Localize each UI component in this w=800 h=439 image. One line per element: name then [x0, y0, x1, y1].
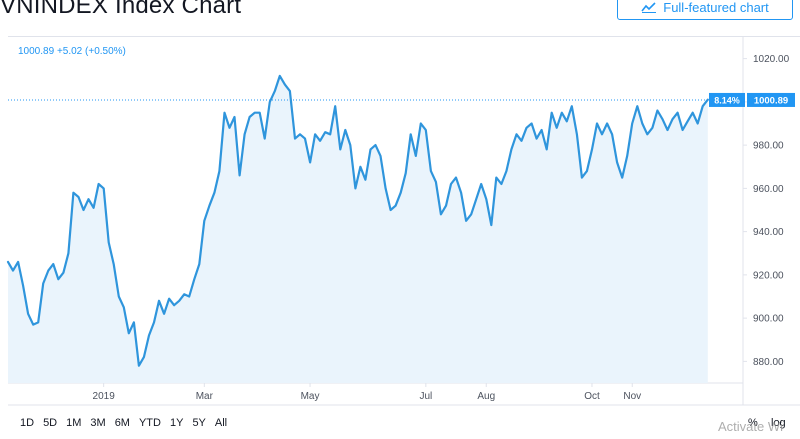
page-title: VNINDEX Index Chart: [0, 0, 242, 19]
x-tick-label-aug: Aug: [477, 391, 495, 402]
chart-frame: [8, 36, 800, 439]
last-percent-bg: [709, 92, 745, 107]
x-tick-label-may: May: [301, 391, 320, 402]
y-tick-label-900: 900.00: [753, 314, 784, 325]
range-6m-button[interactable]: 6M: [114, 417, 130, 429]
range-1m-button[interactable]: 1M: [66, 417, 82, 429]
range-5y-button[interactable]: 5Y: [192, 417, 206, 429]
range-all-button[interactable]: All: [214, 417, 228, 429]
range-selector: 1D 5D 1M 3M 6M YTD 1Y 5Y All: [20, 417, 236, 429]
y-tick-label-920: 920.00: [753, 270, 784, 281]
log-scale-button[interactable]: log: [771, 417, 786, 429]
x-tick-label-oct: Oct: [584, 391, 600, 402]
legend-value: 1000.89: [18, 46, 55, 57]
y-tick-label-940: 940.00: [753, 227, 784, 238]
full-featured-chart-button[interactable]: Full-featured chart: [617, 0, 793, 20]
x-tick-label-2019: 2019: [93, 391, 116, 402]
y-tick-label-1020: 1020.00: [753, 54, 790, 65]
y-tick-label-880: 880.00: [753, 357, 784, 368]
x-tick-label-nov: Nov: [623, 391, 641, 402]
range-1y-button[interactable]: 1Y: [169, 417, 184, 429]
range-3m-button[interactable]: 3M: [90, 417, 106, 429]
last-value-bg: [747, 92, 795, 107]
x-tick-label-mar: Mar: [196, 391, 214, 402]
y-tick-label-960: 960.00: [753, 184, 784, 195]
windows-activation-watermark: Activate Wi: [718, 419, 784, 434]
full-featured-chart-label: Full-featured chart: [663, 0, 769, 15]
series-area: [8, 75, 708, 384]
chart-legend: 1000.89 +5.02 (+0.50%): [18, 46, 126, 57]
chart-line-icon: [641, 1, 657, 13]
last-value-text: 1000.89: [754, 95, 788, 106]
range-1d-button[interactable]: 1D: [20, 417, 35, 429]
range-5d-button[interactable]: 5D: [43, 417, 58, 429]
legend-change: +5.02 (+0.50%): [56, 46, 126, 57]
percent-scale-button[interactable]: %: [748, 417, 758, 429]
y-tick-label-980: 980.00: [753, 141, 784, 152]
range-ytd-button[interactable]: YTD: [138, 417, 161, 429]
series-line: [6, 74, 709, 367]
x-tick-label-jul: Jul: [419, 391, 432, 402]
last-price-label: 8.14% 1000.89: [709, 92, 795, 107]
last-percent-text: 8.14%: [714, 95, 740, 105]
